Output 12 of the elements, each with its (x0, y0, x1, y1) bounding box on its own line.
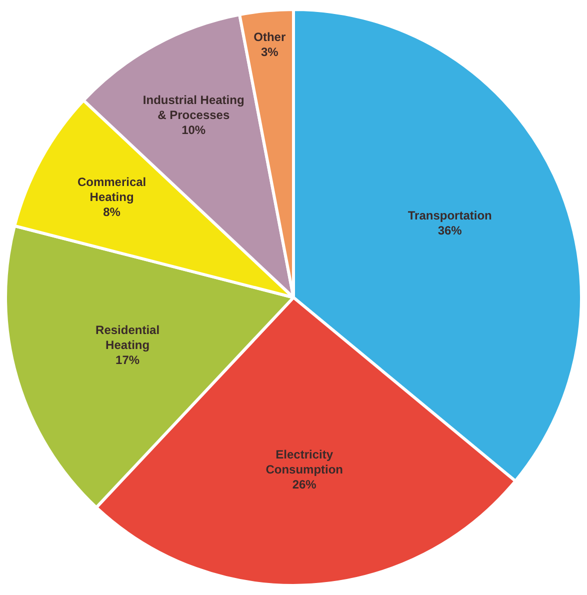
slice-label: Transportation (408, 208, 492, 223)
slice-label: Industrial Heating & Processes (142, 93, 244, 122)
data-label: 26% (292, 477, 317, 492)
slice-label: Residential Heating (96, 323, 160, 352)
data-label: 8% (103, 204, 121, 219)
slice-label: Electricity Consumption (266, 447, 344, 476)
data-label: 3% (260, 44, 279, 59)
slice-label: Commerical Heating (77, 174, 146, 204)
data-label: 10% (182, 123, 206, 138)
data-label: 17% (116, 353, 140, 368)
slice-label: Other (254, 30, 286, 44)
data-label: 36% (438, 224, 462, 238)
